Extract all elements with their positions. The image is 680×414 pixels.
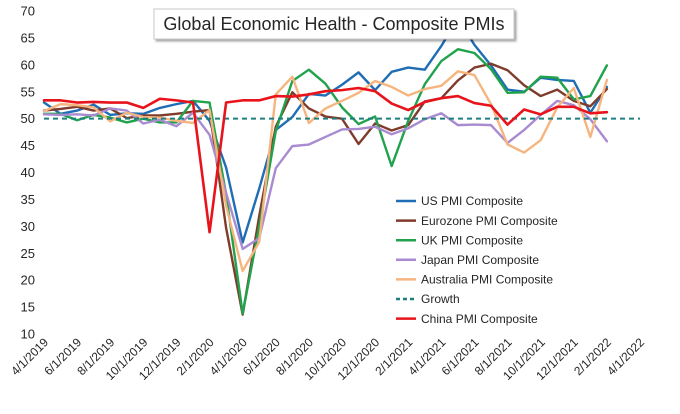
legend-label-growth: Growth xyxy=(421,292,460,306)
y-tick-label: 40 xyxy=(21,165,35,180)
legend-label-eurozone-pmi-composite: Eurozone PMI Composite xyxy=(421,214,558,228)
y-tick-label: 70 xyxy=(21,4,35,19)
y-tick-label: 45 xyxy=(21,138,35,153)
legend-label-china-pmi-composite: China PMI Composite xyxy=(421,312,538,326)
legend-label-uk-pmi-composite: UK PMI Composite xyxy=(421,233,523,247)
legend-frame xyxy=(389,185,585,329)
title-box: Global Economic Health - Composite PMIs xyxy=(153,8,515,40)
y-axis-ticks: 10 15 20 25 30 35 40 45 50 55 60 65 70 xyxy=(21,4,35,342)
series-line-china-pmi-composite xyxy=(42,86,609,234)
chart-title: Global Economic Health - Composite PMIs xyxy=(163,14,504,34)
y-tick-label: 25 xyxy=(21,246,35,261)
y-tick-label: 55 xyxy=(21,84,35,99)
legend-label-australia-pmi-composite: Australia PMI Composite xyxy=(421,273,553,287)
y-tick-label: 60 xyxy=(21,57,35,72)
legend: US PMI Composite Eurozone PMI Composite UK… xyxy=(389,185,585,329)
y-tick-label: 50 xyxy=(21,111,35,126)
y-tick-label: 65 xyxy=(21,30,35,45)
y-tick-label: 15 xyxy=(21,300,35,315)
x-axis-ticks: 4/1/20196/1/20198/1/201910/1/201912/1/20… xyxy=(8,335,647,383)
y-tick-label: 20 xyxy=(21,273,35,288)
title-frame xyxy=(153,8,515,40)
series-line-us-pmi-composite xyxy=(42,16,609,244)
series-line-australia-pmi-composite xyxy=(42,70,609,273)
series-lines xyxy=(42,16,640,316)
y-tick-label: 30 xyxy=(21,219,35,234)
legend-label-japan-pmi-composite: Japan PMI Composite xyxy=(421,253,539,267)
y-tick-label: 35 xyxy=(21,192,35,207)
legend-label-us-pmi-composite: US PMI Composite xyxy=(421,194,523,208)
x-tick-label: 4/1/2022 xyxy=(604,335,647,378)
y-tick-label: 10 xyxy=(21,327,35,342)
